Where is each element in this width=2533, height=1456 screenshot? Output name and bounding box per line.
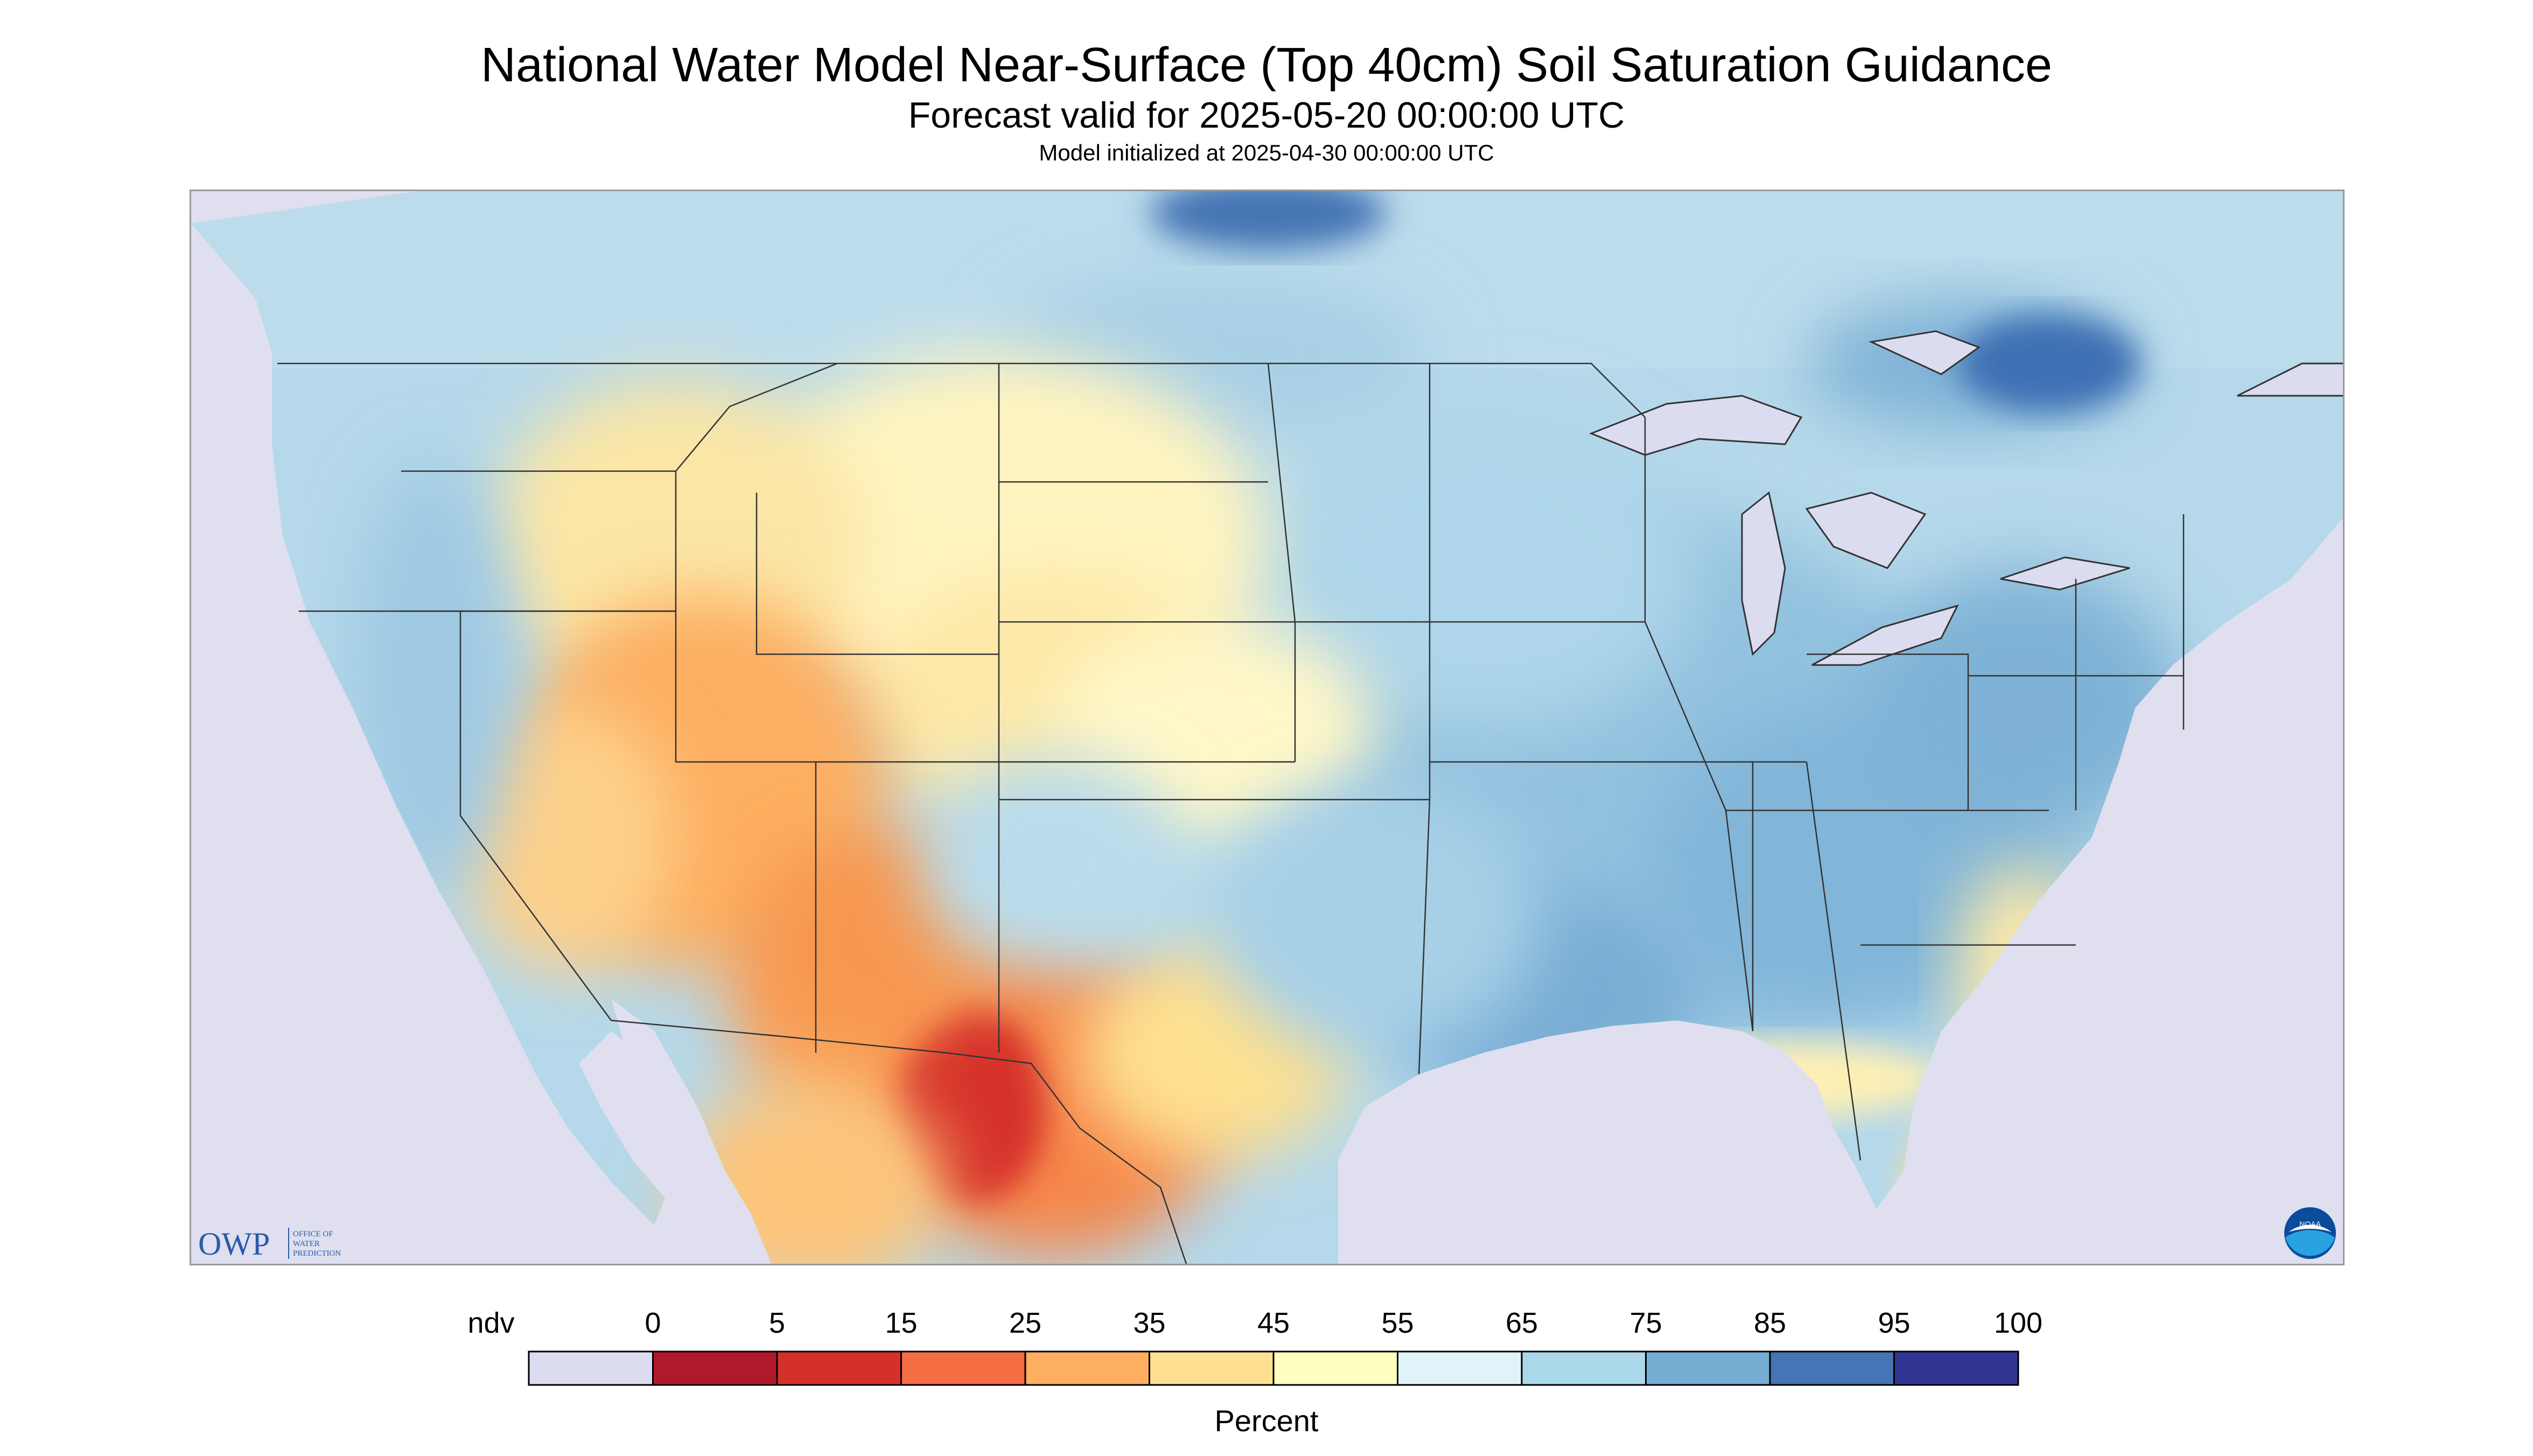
legend-tick-label: 45 [1257, 1307, 1290, 1339]
lake-huron [1805, 492, 1927, 569]
legend-tick-label: 55 [1381, 1307, 1414, 1339]
legend-swatch [1397, 1350, 1523, 1386]
legend-tick-label: 65 [1505, 1307, 1538, 1339]
legend-tick-label: 95 [1878, 1307, 1911, 1339]
legend-swatch [528, 1350, 654, 1386]
svg-text:NOAA: NOAA [2299, 1220, 2321, 1228]
legend-tick-label: ndv [467, 1307, 515, 1339]
st-lawrence [2237, 362, 2343, 397]
legend-swatch [1272, 1350, 1398, 1386]
legend-swatch [900, 1350, 1026, 1386]
legend-swatch [1149, 1350, 1275, 1386]
legend-tick-label: 35 [1133, 1307, 1166, 1339]
svg-text:PREDICTION: PREDICTION [293, 1249, 341, 1258]
us-canada-border [277, 362, 1646, 418]
canada-lake [1868, 330, 1981, 375]
political-boundaries [277, 362, 2185, 1264]
projection-edge-east [2078, 530, 2343, 1264]
lake-superior [1589, 395, 1803, 456]
great-lakes [1589, 330, 2343, 666]
owp-mark: OWP [198, 1226, 270, 1261]
legend-swatch [1521, 1350, 1647, 1386]
map-canvas [191, 191, 2343, 1264]
lake-michigan [1741, 491, 1786, 656]
svg-text:WATER: WATER [293, 1240, 320, 1248]
svg-text:OFFICE OF: OFFICE OF [293, 1230, 333, 1238]
lake-ontario [2000, 556, 2130, 591]
model-init-time: Model initialized at 2025-04-30 00:00:00… [1039, 140, 1494, 165]
legend-swatch [1645, 1350, 1771, 1386]
projection-edge-west [191, 568, 470, 1264]
legend-swatch [652, 1350, 778, 1386]
land-area [191, 191, 2343, 1264]
legend-swatch [776, 1350, 902, 1386]
legend-tick-label: 85 [1753, 1307, 1787, 1339]
legend-tick-label: 15 [885, 1307, 918, 1339]
legend-swatch [1893, 1350, 2019, 1386]
forecast-valid-time: Forecast valid for 2025-05-20 00:00:00 U… [908, 95, 1625, 136]
owp-logo: OWP OFFICE OF WATER PREDICTION [198, 1226, 341, 1261]
lake-erie [1811, 604, 1959, 666]
noaa-logo: NOAA [2284, 1207, 2336, 1259]
legend-tick-label: 25 [1009, 1307, 1042, 1339]
soil-saturation-map [190, 190, 2345, 1265]
legend-tick-label: 5 [768, 1307, 786, 1339]
legend-tick-label: 75 [1629, 1307, 1662, 1339]
legend-swatch [1769, 1350, 1895, 1386]
us-mexico-border [611, 1019, 1187, 1264]
legend-units: Percent [1214, 1404, 1319, 1438]
legend-swatch [1024, 1350, 1150, 1386]
map-title: National Water Model Near-Surface (Top 4… [480, 38, 2052, 92]
legend-tick-label: 100 [1993, 1307, 2043, 1339]
gulf-of-california [611, 999, 730, 1193]
legend-tick-label: 0 [645, 1307, 661, 1339]
